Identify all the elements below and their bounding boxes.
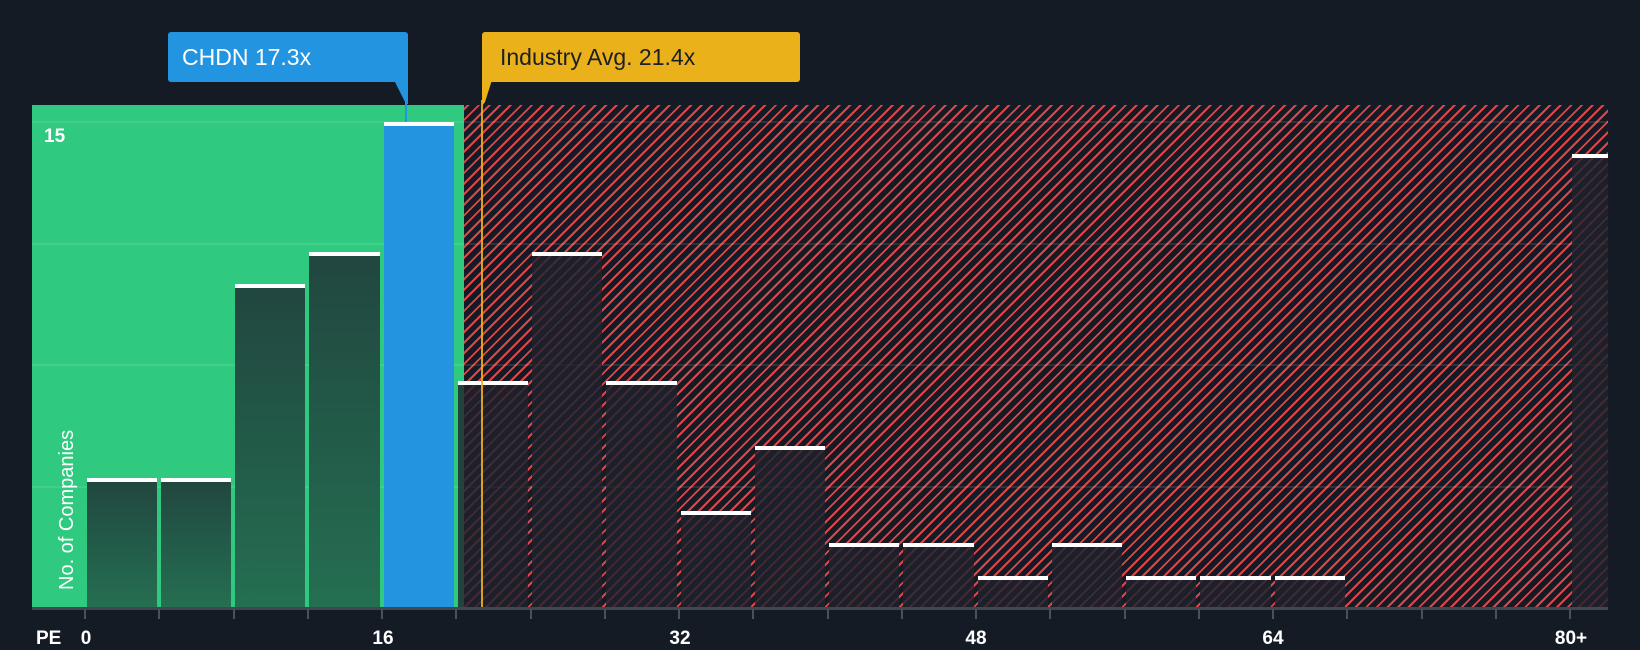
bar-top-cap [903, 543, 974, 548]
gridline [32, 242, 1608, 245]
histogram-bar [235, 284, 306, 608]
histogram-bar [977, 575, 1048, 608]
x-tick-label-48: 48 [965, 628, 987, 649]
bar-top-cap [235, 284, 306, 288]
x-axis-tick [158, 609, 161, 619]
y-axis-title: No. of Companies [56, 429, 78, 590]
x-axis-tick [900, 609, 903, 619]
x-axis-tick [603, 609, 606, 619]
histogram-bar [86, 478, 157, 608]
bar-top-cap [1200, 575, 1271, 580]
histogram-bar [532, 251, 603, 608]
bar-top-cap [1126, 575, 1197, 580]
histogram-bar [1274, 575, 1345, 608]
subject-callout: CHDN 17.3x [168, 32, 408, 82]
industry-callout-pointer [482, 80, 492, 106]
bar-top-cap [977, 575, 1048, 580]
x-tick-label-0: 0 [80, 628, 92, 649]
histogram-bar [680, 510, 751, 608]
bar-top-cap [1274, 575, 1345, 580]
histogram-bar [1051, 543, 1122, 608]
x-axis-tick [1123, 609, 1126, 619]
gridline [32, 121, 1608, 123]
histogram-bar [1200, 575, 1271, 608]
x-axis-tick [1197, 609, 1200, 619]
x-axis-tick [455, 609, 458, 619]
bar-top-cap [532, 251, 603, 256]
x-axis-tick [1494, 609, 1497, 619]
y-tick-label-15: 15 [44, 126, 66, 147]
bar-top-cap [829, 543, 900, 548]
histogram-bar [1571, 154, 1608, 608]
histogram-bar [829, 543, 900, 608]
x-axis-tick [752, 609, 755, 619]
bar-top-cap [160, 478, 231, 483]
bar-top-cap [680, 510, 751, 515]
bar-top-cap [309, 251, 380, 256]
x-axis-tick [1569, 609, 1571, 619]
bar-top-cap [606, 381, 677, 386]
industry-average-line [481, 100, 484, 608]
bar-top-cap [383, 122, 454, 126]
subject-bar [383, 122, 454, 608]
x-axis-tick [306, 609, 309, 619]
x-axis-tick [1272, 609, 1274, 619]
x-tick-label-32: 32 [669, 628, 691, 649]
x-tick-label-80-plus: 80+ [1554, 628, 1588, 649]
x-axis-tick [84, 609, 86, 619]
histogram-bar [903, 543, 974, 608]
histogram-bar [309, 251, 380, 608]
x-tick-label-16: 16 [372, 628, 394, 649]
x-axis-title: PE [36, 628, 62, 649]
histogram-bar [606, 381, 677, 608]
bar-top-cap [457, 381, 528, 386]
x-axis-tick [232, 609, 235, 619]
histogram-bar [457, 381, 528, 608]
x-axis-tick [678, 609, 680, 619]
x-axis-tick [826, 609, 829, 619]
x-axis-tick [975, 609, 977, 619]
bar-top-cap [1571, 154, 1608, 159]
bar-top-cap [754, 446, 825, 450]
x-axis-tick [1420, 609, 1423, 619]
x-axis-line [32, 607, 1608, 610]
x-axis-tick [1049, 609, 1052, 619]
x-axis-tick [381, 609, 383, 619]
industry-average-callout: Industry Avg. 21.4x [482, 32, 800, 82]
bar-top-cap [86, 478, 157, 483]
x-axis-tick [529, 609, 532, 619]
histogram-bar [1126, 575, 1197, 608]
bar-top-cap [1051, 543, 1122, 548]
histogram-bar [160, 478, 231, 608]
x-tick-label-64: 64 [1262, 628, 1284, 649]
x-axis-tick [1346, 609, 1349, 619]
subject-callout-pointer [394, 80, 408, 122]
histogram-bar [754, 446, 825, 608]
gridline [32, 364, 1608, 366]
